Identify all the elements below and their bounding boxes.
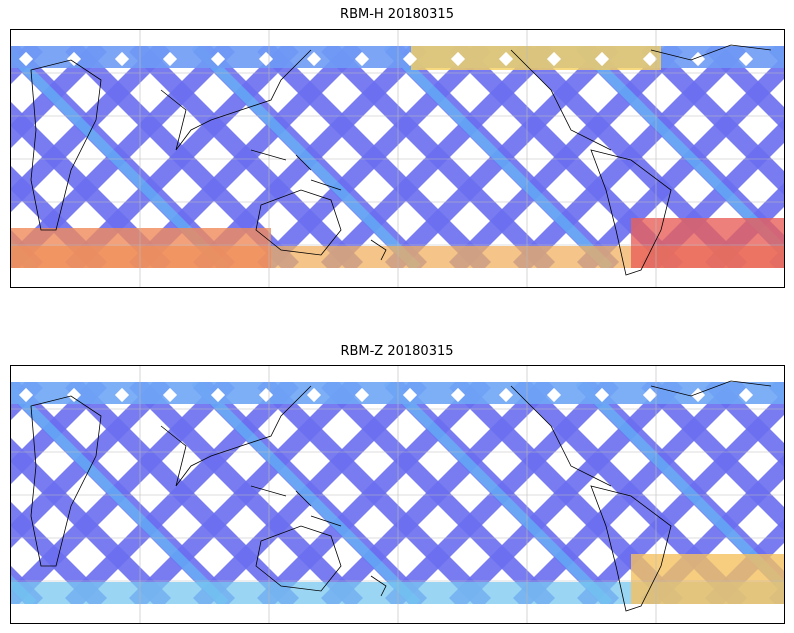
band-gap [690,51,706,67]
swath-ascending [11,46,172,213]
swath-ascending [11,382,172,549]
swath-tint [191,382,421,604]
swath-tint [191,46,421,268]
coastline [250,149,342,191]
band-gap [354,51,370,67]
map-rbm-h [11,30,784,287]
swath-descending [704,46,784,132]
band-gap [498,51,514,67]
south-band [11,582,784,604]
band-gap [450,51,466,67]
swath-descending [11,501,108,604]
coastlines [30,380,772,612]
swath-ascending [64,382,300,604]
coastline [160,385,312,487]
band-gap [594,387,610,403]
graticule [11,366,784,623]
map-rbm-z [11,366,784,623]
hot-zone [631,554,784,604]
band-gap [690,387,706,403]
band-gap [18,51,34,67]
band-gap [498,387,514,403]
swath-ascending [256,382,492,604]
band-gap [594,51,610,67]
coastline [255,525,342,592]
graticule [11,30,784,287]
swath-tint [383,46,613,268]
swath-ascending [11,46,108,149]
swath-tint [11,382,229,604]
band-gap [306,51,322,67]
map-panel-rbm-h [10,29,785,288]
swath-ascending [128,382,364,604]
swath-tint [383,382,613,604]
coastlines [30,44,772,276]
band-gap [306,387,322,403]
coastline [370,239,387,261]
band-gap [114,387,130,403]
swath-ascending [448,46,684,268]
swath-ascending [256,46,492,268]
north-band [11,382,784,404]
swath-ascending [11,382,108,485]
swath-layer [11,46,784,268]
coastline [510,49,612,151]
hot-zone [411,46,661,70]
band-gap [642,51,658,67]
coastline [590,485,672,612]
swath-ascending [448,382,684,604]
swath-layer [11,382,784,604]
band-gap [18,387,34,403]
band-gap [738,51,754,67]
coastline [30,59,102,231]
coastline [650,380,772,397]
swath-ascending [320,382,556,604]
coastline [510,385,612,487]
band-gap [450,387,466,403]
band-gap [354,387,370,403]
hot-zone [631,218,784,268]
band-gap [642,387,658,403]
band-gap [546,51,562,67]
band-gap [402,387,418,403]
band-gap [258,51,274,67]
swath-descending [704,382,784,468]
coastline [250,485,342,527]
band-gap [402,51,418,67]
coastline [370,575,387,597]
coastline [650,44,772,61]
hot-zone [11,228,271,268]
coastline [160,49,312,151]
band-gap [162,387,178,403]
panel-title-rbm-z: RBM-Z 20180315 [340,344,454,359]
coastline [255,189,342,256]
panel-title-rbm-h: RBM-H 20180315 [340,7,454,22]
band-gap [258,387,274,403]
band-gap [546,387,562,403]
swath-ascending [320,46,556,268]
coastline [590,149,672,276]
band-gap [66,387,82,403]
swath-ascending [512,382,748,604]
swath-ascending [512,46,748,268]
band-gap [210,387,226,403]
coastline [30,395,102,567]
band-gap [738,387,754,403]
map-panel-rbm-z [10,365,785,624]
